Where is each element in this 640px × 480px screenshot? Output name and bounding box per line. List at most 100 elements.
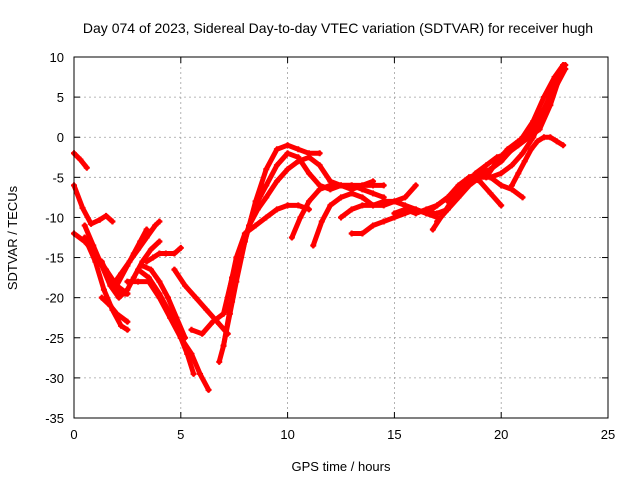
series-point <box>273 178 280 185</box>
y-tick-label: 0 <box>57 130 64 145</box>
series-point <box>498 202 505 209</box>
series-point <box>203 306 210 313</box>
series-point <box>316 150 323 157</box>
series-point <box>98 258 105 265</box>
y-tick-label: -15 <box>45 251 64 266</box>
x-tick-label: 5 <box>177 427 184 442</box>
series-point <box>391 198 398 205</box>
series-point <box>216 358 223 365</box>
series-point <box>220 342 227 349</box>
series-point <box>284 150 291 157</box>
series-point <box>558 70 565 77</box>
series-point <box>525 134 532 141</box>
series-point <box>252 222 259 229</box>
series-point <box>493 158 500 165</box>
series-line-26 <box>423 66 568 216</box>
series-point <box>98 294 105 301</box>
series-point <box>103 212 110 219</box>
series-point <box>487 190 494 197</box>
x-tick-label: 20 <box>494 427 508 442</box>
series-point <box>530 118 537 125</box>
series-point <box>327 202 334 209</box>
series-point <box>83 164 90 171</box>
series-point <box>483 174 490 181</box>
series-point <box>147 246 154 253</box>
series-point <box>466 174 473 181</box>
series-point <box>380 198 387 205</box>
series-point <box>263 166 270 173</box>
series-point <box>88 220 95 227</box>
series-point <box>515 170 522 177</box>
series-point <box>182 282 189 289</box>
series-point <box>284 166 291 173</box>
series-point <box>534 138 541 145</box>
series-point <box>316 162 323 169</box>
series-point <box>263 182 270 189</box>
series-point <box>305 198 312 205</box>
series-point <box>284 142 291 149</box>
series-point <box>540 94 547 101</box>
series-line-18 <box>221 150 387 349</box>
series-point <box>192 294 199 301</box>
series-point <box>310 242 317 249</box>
series-point <box>444 198 451 205</box>
x-tick-label: 10 <box>280 427 294 442</box>
series-point <box>109 218 116 225</box>
series-point <box>124 278 131 285</box>
series-line-7 <box>99 295 130 325</box>
series-point <box>519 194 526 201</box>
y-tick-label: -30 <box>45 371 64 386</box>
series-point <box>412 182 419 189</box>
series-point <box>348 206 355 213</box>
series-point <box>508 162 515 169</box>
series-point <box>197 370 204 377</box>
series-point <box>273 146 280 153</box>
axis-ticks: 0 5 10 15 20 25 10 5 0 -5 -10 -15 -20 -25 -30 -35 <box>45 50 615 442</box>
series-point <box>318 218 325 225</box>
x-tick-label: 25 <box>601 427 615 442</box>
series-point <box>113 282 120 289</box>
series-point <box>547 134 554 141</box>
series-point <box>124 318 131 325</box>
y-tick-label: -35 <box>45 411 64 426</box>
series-point <box>440 210 447 217</box>
y-tick-label: -25 <box>45 331 64 346</box>
chart-title: Day 074 of 2023, Sidereal Day-to-day VTE… <box>83 20 593 36</box>
series-point <box>188 326 195 333</box>
series-point <box>273 162 280 169</box>
series-point <box>162 250 169 257</box>
series-point <box>177 244 184 251</box>
series-point <box>560 62 567 69</box>
series-point <box>288 234 295 241</box>
series-point <box>380 218 387 225</box>
series-point <box>147 266 154 273</box>
series-line-13 <box>135 267 212 393</box>
series-point <box>455 186 462 193</box>
series-point <box>498 182 505 189</box>
series-point <box>348 190 355 197</box>
series-point <box>483 162 490 169</box>
series-point <box>359 182 366 189</box>
series-point <box>536 126 543 133</box>
series-point <box>137 238 144 245</box>
series-point <box>391 210 398 217</box>
series-point <box>305 154 312 161</box>
series-point <box>171 266 178 273</box>
series-point <box>81 234 88 241</box>
series-point <box>338 194 344 201</box>
series-point <box>370 178 377 185</box>
series-point <box>295 158 302 165</box>
series-point <box>476 170 483 177</box>
series-point <box>551 74 558 81</box>
series-point <box>135 266 142 273</box>
series-point <box>90 242 97 249</box>
y-tick-label: 10 <box>50 50 64 65</box>
series-point <box>295 202 302 209</box>
series-point <box>380 182 387 189</box>
series-point <box>92 258 99 265</box>
x-tick-label: 15 <box>387 427 401 442</box>
series-point <box>143 258 150 265</box>
series-point <box>156 250 163 257</box>
series-point <box>81 222 88 229</box>
